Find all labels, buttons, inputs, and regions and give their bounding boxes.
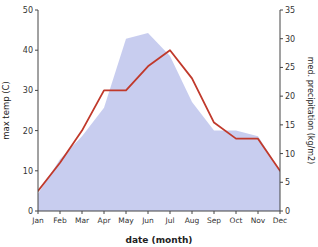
y2-tick (280, 96, 283, 97)
y-tick (35, 10, 38, 11)
x-tick (148, 211, 149, 214)
y-axis-label: max temp (C) (1, 81, 11, 140)
x-tick-label: Apr (98, 216, 112, 225)
chart: 0 10 20 30 40 50 0 5 10 15 20 25 30 35 Jan Feb Mar Apr May… (0, 0, 318, 247)
x-tick-label: May (118, 216, 134, 225)
x-tick (104, 211, 105, 214)
y-tick-label: 40 (23, 46, 33, 55)
x-tick (236, 211, 237, 214)
y-tick-label: 20 (23, 127, 33, 136)
x-tick-label: Feb (53, 216, 67, 225)
y2-axis-line (280, 10, 281, 211)
x-tick-label: Sep (207, 216, 221, 225)
y2-tick-label: 5 (285, 178, 290, 187)
y-tick (35, 50, 38, 51)
x-tick-label: Nov (251, 216, 266, 225)
x-tick-label: Oct (230, 216, 243, 225)
x-tick (258, 211, 259, 214)
x-tick (280, 211, 281, 214)
x-tick-label: Dec (273, 216, 288, 225)
y2-tick (280, 124, 283, 125)
x-axis-line (38, 211, 280, 212)
x-tick (38, 211, 39, 214)
y2-tick-label: 10 (285, 150, 295, 159)
x-tick (214, 211, 215, 214)
x-tick (82, 211, 83, 214)
y2-tick (280, 153, 283, 154)
x-tick-label: Aug (185, 216, 200, 225)
plot-area (38, 33, 280, 211)
y-tick (35, 170, 38, 171)
y2-tick-label: 0 (285, 207, 290, 216)
temp-line (38, 50, 280, 191)
y2-tick (280, 182, 283, 183)
y-tick (35, 90, 38, 91)
x-tick (60, 211, 61, 214)
y-tick-label: 0 (28, 207, 33, 216)
x-axis-label: date (month) (126, 235, 193, 245)
x-tick-label: Jul (164, 216, 174, 225)
y-tick (35, 130, 38, 131)
x-tick-label: Jun (141, 216, 154, 225)
x-tick (170, 211, 171, 214)
y-axis-line (38, 10, 39, 211)
y-tick-label: 30 (23, 86, 33, 95)
y2-tick-label: 25 (285, 63, 295, 72)
x-tick (192, 211, 193, 214)
y-tick-label: 50 (23, 6, 33, 15)
y2-axis-label: med. precipitation (kg/m2) (306, 57, 315, 164)
x-tick-label: Jan (31, 216, 44, 225)
y-tick-label: 10 (23, 167, 33, 176)
y2-tick-label: 20 (285, 92, 295, 101)
y2-tick (280, 67, 283, 68)
y2-tick-label: 30 (285, 35, 295, 44)
y2-tick-label: 35 (285, 6, 295, 15)
x-tick (126, 211, 127, 214)
y2-tick (280, 38, 283, 39)
precip-area (38, 33, 280, 211)
y2-tick (280, 10, 283, 11)
x-tick-label: Mar (75, 216, 90, 225)
y2-tick-label: 15 (285, 121, 295, 130)
